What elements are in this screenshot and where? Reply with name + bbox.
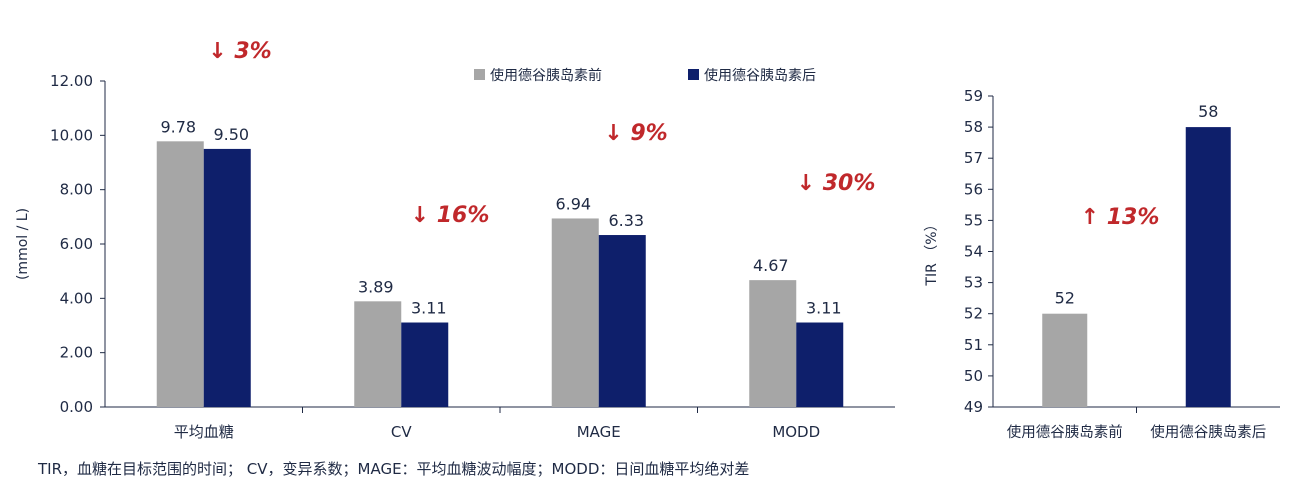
left-y-tick-label: 12.00	[50, 72, 93, 90]
bar-value-label: 3.11	[806, 299, 842, 318]
change-annotation: ↓ 3%	[208, 39, 271, 64]
bar-after	[796, 322, 844, 407]
tir-value-label: 58	[1198, 102, 1218, 121]
legend-swatch-after	[688, 69, 699, 80]
legend-label-after: 使用德谷胰岛素后	[704, 67, 816, 84]
right-y-tick-label: 53	[964, 274, 983, 292]
bar-before	[156, 141, 204, 407]
bar-before	[551, 218, 599, 407]
right-x-category-label: 使用德谷胰岛素后	[1150, 424, 1266, 441]
bar-value-label: 9.50	[213, 125, 249, 144]
left-x-category-label: CV	[391, 423, 412, 441]
bar-before	[354, 301, 402, 407]
right-y-tick-label: 55	[964, 211, 983, 229]
legend-label-before: 使用德谷胰岛素前	[490, 67, 602, 84]
tir-bar-after	[1185, 127, 1231, 407]
bar-before	[749, 280, 797, 407]
right-y-tick-label: 54	[964, 243, 983, 261]
bar-after	[203, 148, 251, 407]
bar-value-label: 4.67	[753, 256, 789, 275]
left-x-category-label: MODD	[772, 423, 820, 441]
left-y-tick-label: 2.00	[60, 344, 93, 362]
bar-after	[598, 235, 646, 407]
right-y-axis-title: TIR （%）	[924, 217, 940, 286]
tir-change-annotation: ↑ 13%	[1081, 205, 1160, 230]
bar-after	[401, 322, 449, 407]
legend-swatch-before	[474, 69, 485, 80]
footnote: TIR，血糖在目标范围的时间； CV，变异系数；MAGE：平均血糖波动幅度；MO…	[38, 460, 750, 478]
bar-value-label: 6.94	[555, 194, 591, 213]
tir-bar-before	[1042, 313, 1088, 407]
left-x-category-label: MAGE	[577, 423, 621, 441]
bar-value-label: 6.33	[608, 211, 644, 230]
left-y-tick-label: 10.00	[50, 126, 93, 144]
right-y-tick-label: 59	[964, 87, 983, 105]
right-y-tick-label: 52	[964, 305, 983, 323]
right-y-tick-label: 50	[964, 367, 983, 385]
right-y-tick-label: 49	[964, 398, 983, 416]
left-y-tick-label: 0.00	[60, 398, 93, 416]
left-y-tick-label: 4.00	[60, 289, 93, 307]
right-y-tick-label: 57	[964, 149, 983, 167]
bar-value-label: 3.89	[358, 277, 394, 296]
tir-value-label: 52	[1055, 289, 1075, 308]
change-annotation: ↓ 16%	[411, 203, 490, 228]
right-y-tick-label: 56	[964, 180, 983, 198]
right-y-tick-label: 51	[964, 336, 983, 354]
change-annotation: ↓ 9%	[604, 121, 667, 146]
left-x-category-label: 平均血糖	[174, 423, 234, 441]
bar-value-label: 9.78	[160, 117, 196, 136]
right-y-tick-label: 58	[964, 118, 983, 136]
left-y-axis-title: (mmol / L)	[15, 208, 31, 280]
left-y-tick-label: 8.00	[60, 181, 93, 199]
bar-value-label: 3.11	[411, 299, 447, 318]
left-y-tick-label: 6.00	[60, 235, 93, 253]
right-x-category-label: 使用德谷胰岛素前	[1007, 424, 1123, 441]
change-annotation: ↓ 30%	[797, 171, 876, 196]
